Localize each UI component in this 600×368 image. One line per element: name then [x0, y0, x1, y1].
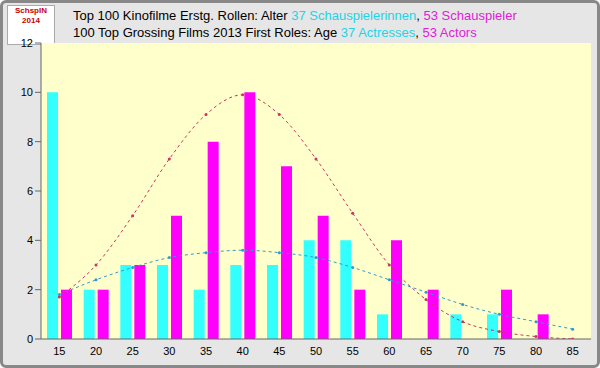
svg-text:70: 70 [457, 345, 469, 357]
svg-text:10: 10 [21, 86, 33, 98]
svg-text:25: 25 [127, 345, 139, 357]
svg-text:8: 8 [27, 136, 33, 148]
svg-text:75: 75 [493, 345, 505, 357]
svg-text:2: 2 [27, 284, 33, 296]
svg-text:0: 0 [27, 333, 33, 345]
svg-text:85: 85 [567, 345, 579, 357]
svg-text:45: 45 [273, 345, 285, 357]
svg-text:20: 20 [90, 345, 102, 357]
html-text:100 Top Grossing Films 2013 Fi: 100 Top Grossing Films 2013 First Roles:… [73, 25, 477, 40]
svg-text:55: 55 [347, 345, 359, 357]
html-text:SchspIN 2014: SchspIN 2014 [15, 6, 47, 25]
svg-text:6: 6 [27, 185, 33, 197]
svg-text:12: 12 [21, 37, 33, 49]
svg-text:35: 35 [200, 345, 212, 357]
svg-text:15: 15 [53, 345, 65, 357]
svg-text:60: 60 [383, 345, 395, 357]
svg-text:50: 50 [310, 345, 322, 357]
html-text:Top 100 Kinofilme Erstg. Rolle: Top 100 Kinofilme Erstg. Rollen: Alter 3… [73, 8, 517, 23]
svg-text:4: 4 [27, 234, 33, 246]
svg-text:80: 80 [530, 345, 542, 357]
svg-text:65: 65 [420, 345, 432, 357]
svg-text:40: 40 [237, 345, 249, 357]
svg-text:30: 30 [163, 345, 175, 357]
